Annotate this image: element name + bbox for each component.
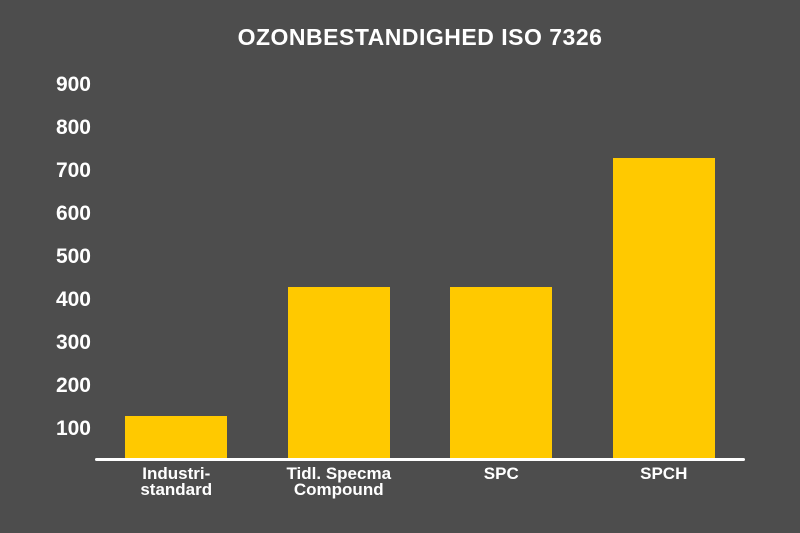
y-axis-tick-label: 900 <box>55 72 91 96</box>
y-axis-tick-label: 600 <box>55 201 91 225</box>
x-axis-line <box>95 458 745 461</box>
y-axis-tick-label: 500 <box>55 244 91 268</box>
y-axis-tick-label: 800 <box>55 115 91 139</box>
x-axis-category-label: SPC <box>416 464 586 483</box>
x-axis-category-label-line: SPC <box>483 464 519 483</box>
x-axis-category-label-line: Industri- <box>142 464 211 483</box>
x-axis-category-label-line: Compound <box>293 480 384 499</box>
y-axis-tick-label: 200 <box>55 373 91 397</box>
bar <box>450 286 553 458</box>
bar <box>287 286 390 458</box>
y-axis-tick-label: 400 <box>55 287 91 311</box>
bar <box>125 415 228 458</box>
bar <box>612 157 715 458</box>
x-axis-category-label: Tidl. Specma Compound <box>254 464 424 499</box>
y-axis-tick-label: 700 <box>55 158 91 182</box>
y-axis-tick-label: 100 <box>55 416 91 440</box>
x-axis-category-label-line: standard <box>140 480 213 499</box>
x-axis-category-label-line: SPCH <box>640 464 688 483</box>
x-axis-category-label-line: Tidl. Specma <box>286 464 392 483</box>
x-axis-category-label: SPCH <box>579 464 749 483</box>
chart-title: OZONBESTANDIGHED ISO 7326 <box>237 24 603 50</box>
y-axis-tick-label: 300 <box>55 330 91 354</box>
x-axis-category-label: Industri-standard <box>91 464 261 499</box>
